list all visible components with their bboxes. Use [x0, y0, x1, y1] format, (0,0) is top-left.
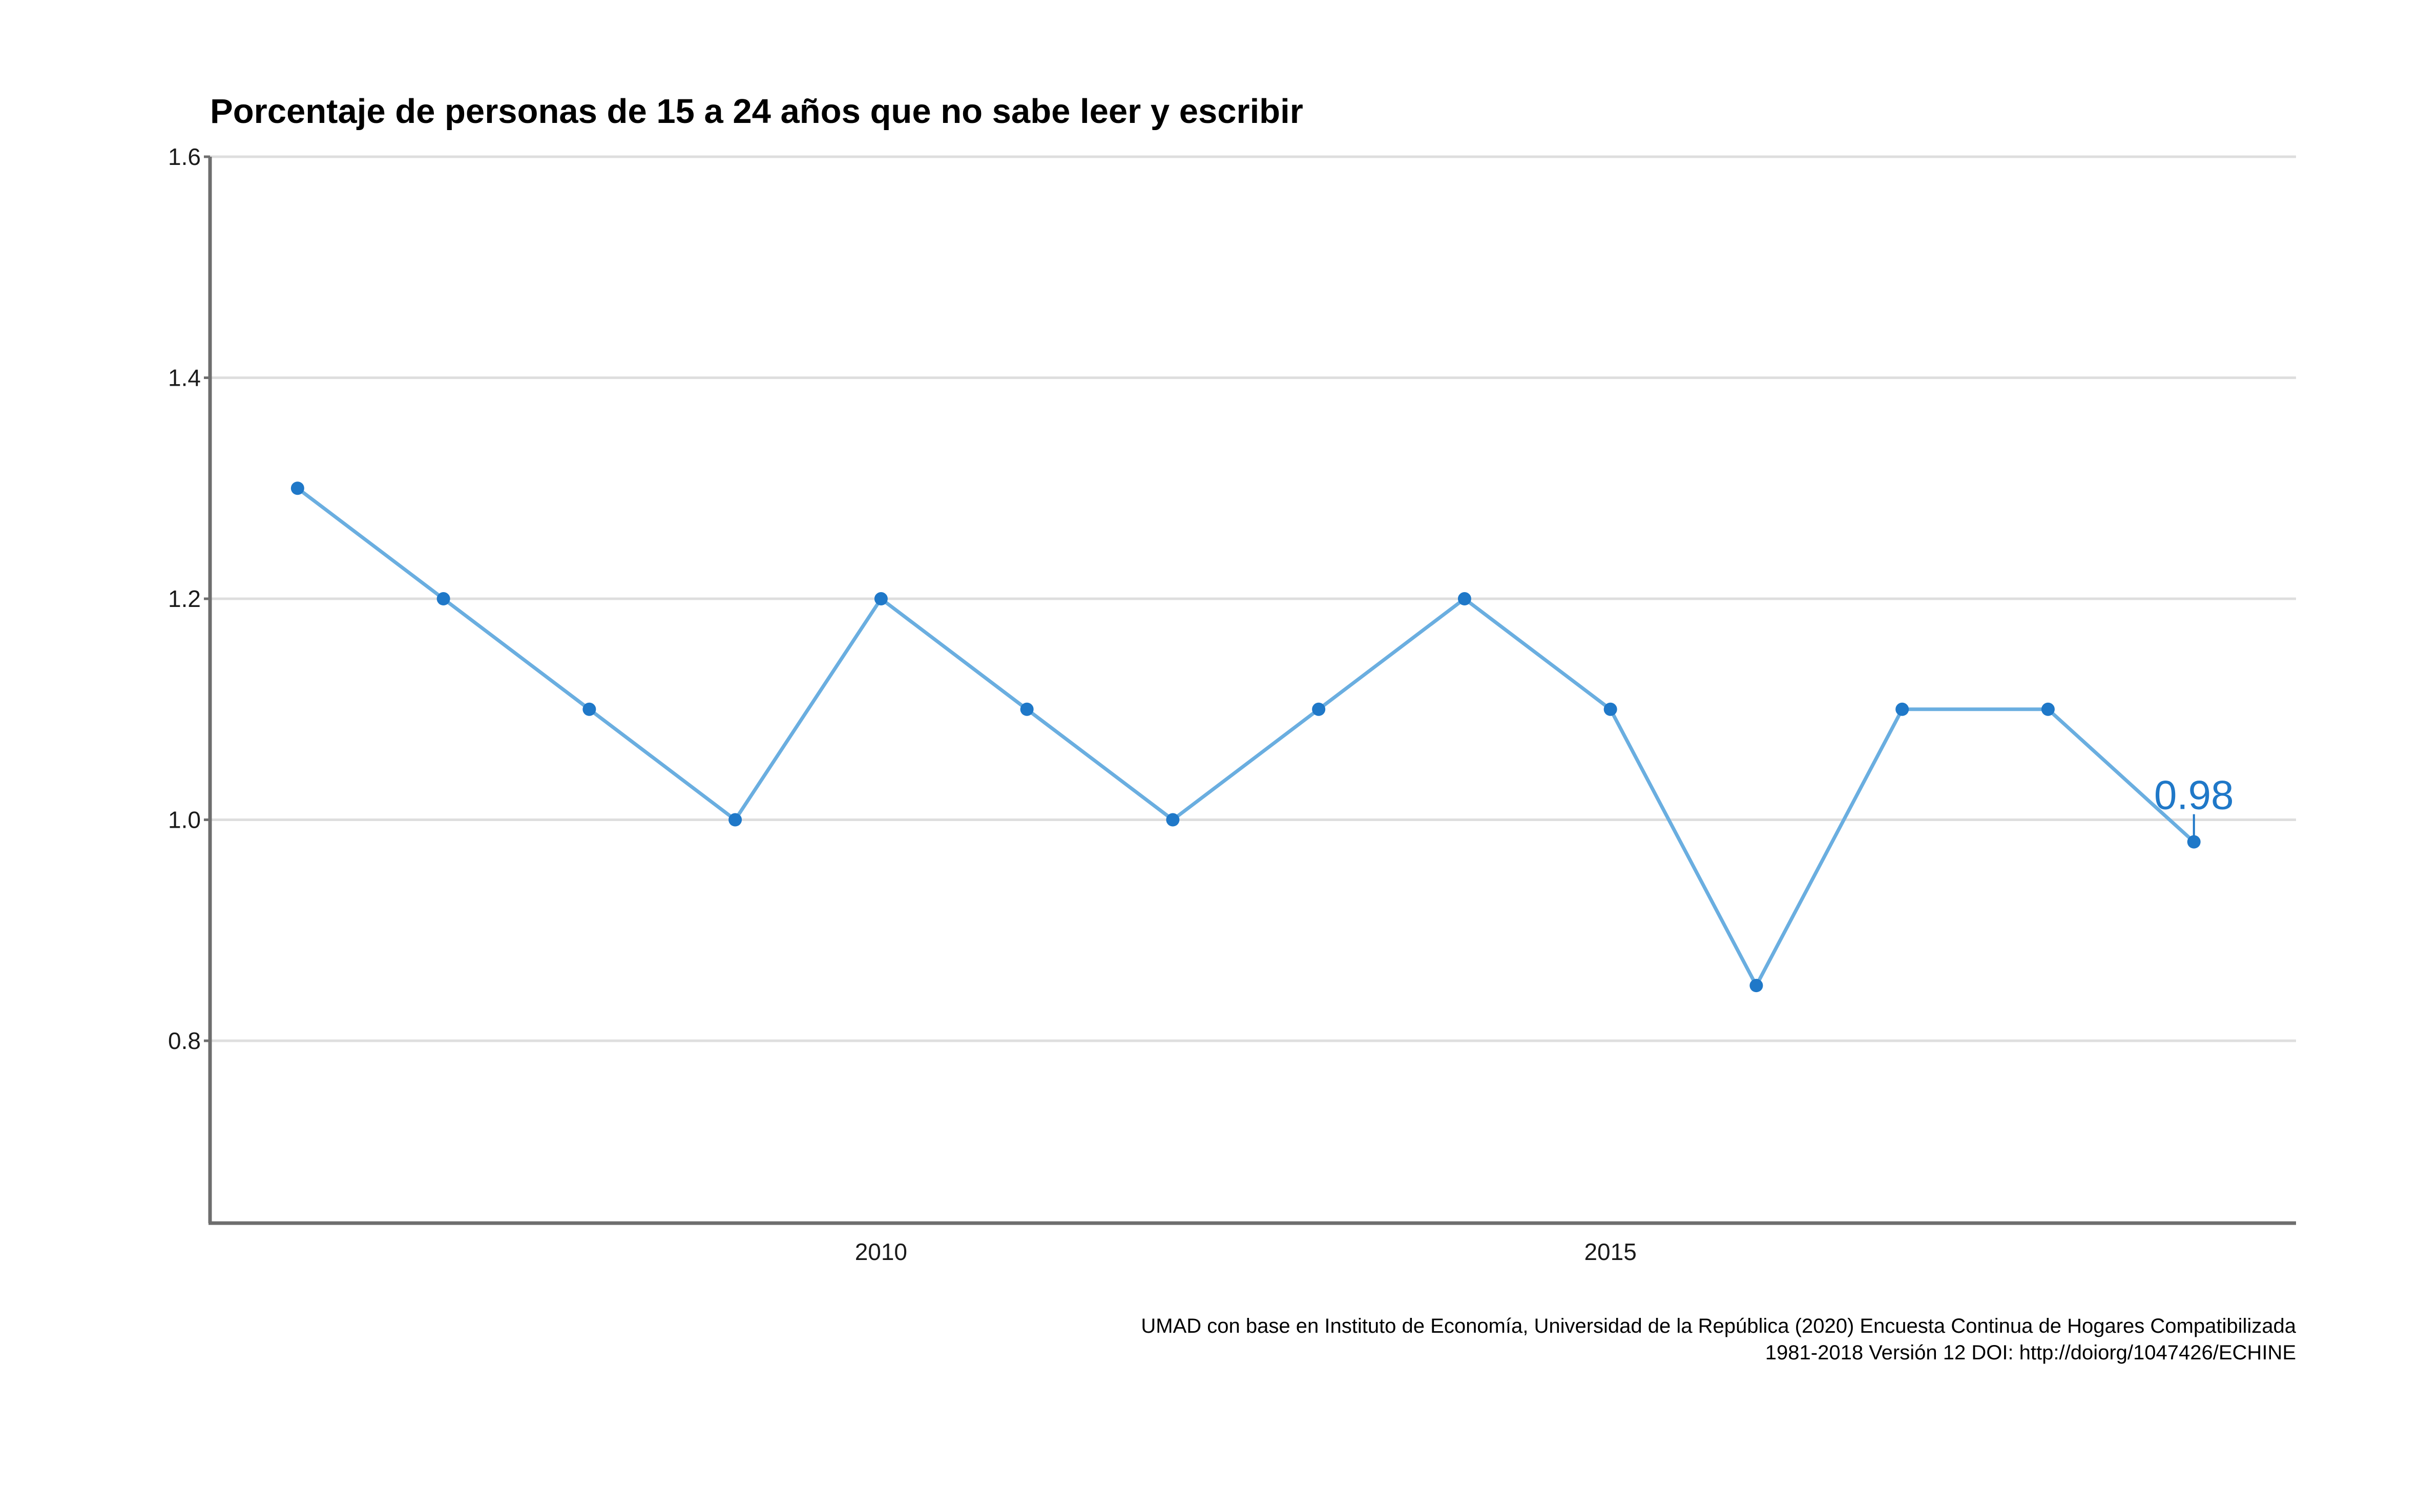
axes: 0.8 1.0 1.2 1.4 1.6 2010 2015 [168, 143, 2296, 1265]
y-tick-label: 1.2 [168, 585, 201, 612]
y-tick-label: 1.4 [168, 365, 201, 391]
x-tick-label: 2015 [1584, 1238, 1636, 1265]
data-point [1020, 702, 1034, 716]
chart-title: Porcentaje de personas de 15 a 24 años q… [210, 92, 1303, 131]
y-tick-label: 1.6 [168, 143, 201, 170]
caption-line-1: UMAD con base en Instituto de Economía, … [1141, 1315, 2296, 1337]
data-point [436, 592, 450, 606]
data-point [874, 592, 888, 606]
data-point [1603, 702, 1617, 716]
x-tick-label: 2010 [855, 1238, 907, 1265]
data-point [728, 813, 742, 827]
series-line [296, 486, 2196, 988]
gridlines [210, 155, 2296, 1042]
data-points [290, 481, 2201, 993]
data-point [2041, 702, 2055, 716]
annotations: 0.98 [2154, 772, 2234, 836]
data-point [290, 481, 304, 495]
caption-line-2: 1981-2018 Versión 12 DOI: http://doiorg/… [1765, 1341, 2296, 1364]
y-tick-label: 1.0 [168, 807, 201, 833]
data-point [2187, 835, 2201, 849]
data-point [1457, 592, 1471, 606]
last-value-label: 0.98 [2154, 772, 2234, 818]
data-point [1166, 813, 1180, 827]
data-point [582, 702, 596, 716]
data-point [1749, 979, 1763, 993]
data-point [1895, 702, 1909, 716]
y-tick-label: 0.8 [168, 1027, 201, 1054]
data-point [1312, 702, 1326, 716]
series-line-path [296, 486, 2196, 988]
